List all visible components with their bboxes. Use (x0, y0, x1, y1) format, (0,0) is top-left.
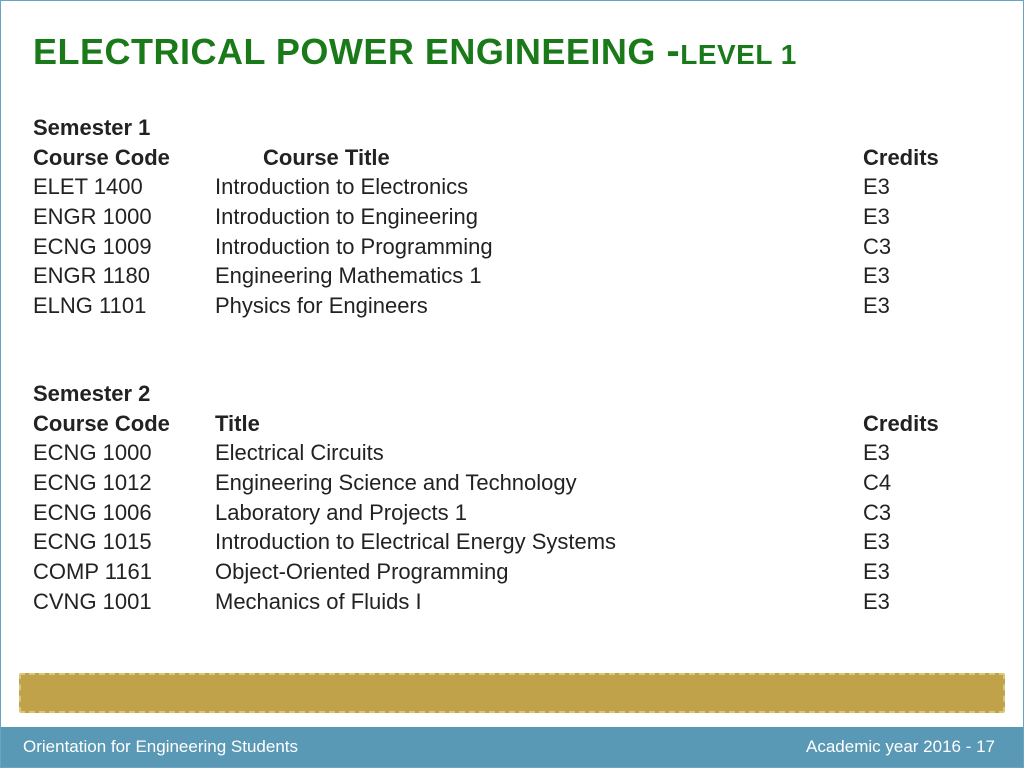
course-title: Introduction to Electronics (215, 172, 863, 202)
course-title: Laboratory and Projects 1 (215, 498, 863, 528)
course-title: Mechanics of Fluids I (215, 587, 863, 617)
table-row: COMP 1161 Object-Oriented Programming E3 (33, 557, 983, 587)
table-row: ENGR 1000 Introduction to Engineering E3 (33, 202, 983, 232)
course-credits: E3 (863, 438, 983, 468)
course-code: ECNG 1000 (33, 438, 215, 468)
semester-1-header-row: Course Code Course Title Credits (33, 143, 983, 173)
course-title: Introduction to Electrical Energy System… (215, 527, 863, 557)
course-title: Physics for Engineers (215, 291, 863, 321)
slide-title: ELECTRICAL POWER ENGINEEING -LEVEL 1 (33, 29, 797, 74)
header-code: Course Code (33, 143, 215, 173)
content-area: Semester 1 Course Code Course Title Cred… (33, 113, 983, 616)
table-row: CVNG 1001 Mechanics of Fluids I E3 (33, 587, 983, 617)
semester-2-block: Semester 2 Course Code Title Credits ECN… (33, 379, 983, 617)
semester-2-label: Semester 2 (33, 379, 983, 409)
spacer (33, 321, 983, 379)
semester-1-label: Semester 1 (33, 113, 983, 143)
footer-right-text: Academic year 2016 - 17 (806, 737, 995, 757)
course-title: Engineering Mathematics 1 (215, 261, 863, 291)
table-row: ECNG 1012 Engineering Science and Techno… (33, 468, 983, 498)
title-dash: - (666, 29, 680, 73)
course-credits: E3 (863, 557, 983, 587)
course-credits: E3 (863, 261, 983, 291)
course-credits: E3 (863, 587, 983, 617)
semester-1-block: Semester 1 Course Code Course Title Cred… (33, 113, 983, 321)
course-code: ECNG 1006 (33, 498, 215, 528)
table-row: ECNG 1015 Introduction to Electrical Ene… (33, 527, 983, 557)
course-title: Object-Oriented Programming (215, 557, 863, 587)
header-code: Course Code (33, 409, 215, 439)
course-code: ELNG 1101 (33, 291, 215, 321)
table-row: ELET 1400 Introduction to Electronics E3 (33, 172, 983, 202)
course-title: Introduction to Programming (215, 232, 863, 262)
decorative-bar (19, 673, 1005, 713)
footer-left-text: Orientation for Engineering Students (23, 737, 298, 757)
course-code: ENGR 1000 (33, 202, 215, 232)
table-row: ENGR 1180 Engineering Mathematics 1 E3 (33, 261, 983, 291)
course-code: COMP 1161 (33, 557, 215, 587)
title-level: LEVEL 1 (680, 39, 797, 70)
course-code: ECNG 1015 (33, 527, 215, 557)
course-credits: E3 (863, 527, 983, 557)
course-code: ECNG 1012 (33, 468, 215, 498)
course-code: ELET 1400 (33, 172, 215, 202)
course-title: Introduction to Engineering (215, 202, 863, 232)
course-code: ENGR 1180 (33, 261, 215, 291)
title-main: ELECTRICAL POWER ENGINEEING (33, 31, 666, 72)
header-credits: Credits (863, 409, 983, 439)
course-credits: E3 (863, 202, 983, 232)
table-row: ECNG 1000 Electrical Circuits E3 (33, 438, 983, 468)
course-credits: E3 (863, 291, 983, 321)
course-credits: E3 (863, 172, 983, 202)
table-row: ELNG 1101 Physics for Engineers E3 (33, 291, 983, 321)
course-credits: C4 (863, 468, 983, 498)
course-credits: C3 (863, 498, 983, 528)
semester-2-header-row: Course Code Title Credits (33, 409, 983, 439)
course-code: CVNG 1001 (33, 587, 215, 617)
table-row: ECNG 1009 Introduction to Programming C3 (33, 232, 983, 262)
slide: ELECTRICAL POWER ENGINEEING -LEVEL 1 Sem… (0, 0, 1024, 768)
footer-bar: Orientation for Engineering Students Aca… (1, 727, 1023, 767)
course-code: ECNG 1009 (33, 232, 215, 262)
course-credits: C3 (863, 232, 983, 262)
header-title: Course Title (215, 143, 863, 173)
header-credits: Credits (863, 143, 983, 173)
header-title: Title (215, 409, 863, 439)
table-row: ECNG 1006 Laboratory and Projects 1 C3 (33, 498, 983, 528)
course-title: Engineering Science and Technology (215, 468, 863, 498)
course-title: Electrical Circuits (215, 438, 863, 468)
